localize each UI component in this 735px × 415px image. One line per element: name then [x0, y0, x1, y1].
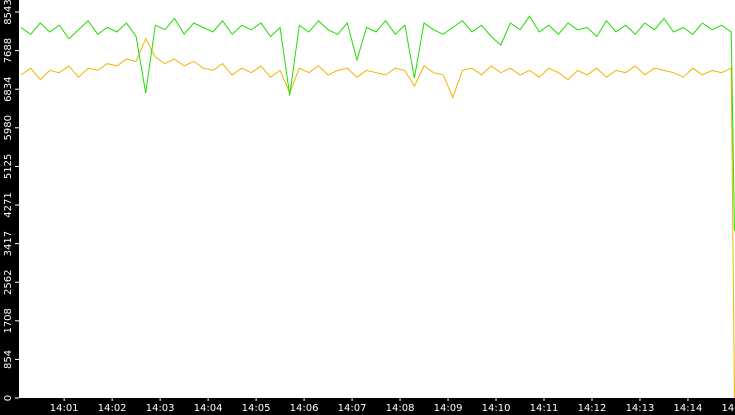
- x-tick-label: 14:05: [242, 403, 271, 414]
- y-tick-label: 6834: [3, 76, 14, 101]
- x-tick-label: 14:01: [50, 403, 79, 414]
- x-tick-label: 14:09: [434, 403, 463, 414]
- y-tick-label: 8543: [3, 0, 14, 25]
- x-tick-label: 14:02: [98, 403, 127, 414]
- series-line: [20, 37, 735, 399]
- x-tick-label: 14:04: [194, 403, 223, 414]
- y-tick-label: 3417: [3, 231, 14, 256]
- x-tick-label: 14:06: [290, 403, 319, 414]
- y-axis-band: [0, 0, 19, 415]
- y-tick-label: 2562: [3, 270, 14, 295]
- y-tick-label: 5125: [3, 154, 14, 179]
- y-tick-label: 7688: [3, 38, 14, 63]
- x-tick-label: 14:07: [338, 403, 367, 414]
- y-tick-label: 854: [3, 350, 14, 369]
- x-tick-label: 14:14: [674, 403, 703, 414]
- y-tick-label: 0: [3, 395, 14, 401]
- x-axis-band: [0, 398, 735, 415]
- series-line: [20, 15, 735, 231]
- x-tick-label: 14:11: [530, 403, 559, 414]
- x-tick-label: 14:15: [722, 403, 735, 414]
- x-tick-label: 14:12: [578, 403, 607, 414]
- x-tick-label: 14:10: [482, 403, 511, 414]
- x-tick-label: 14:13: [626, 403, 655, 414]
- y-tick-label: 1708: [3, 308, 14, 333]
- x-tick-label: 14:03: [146, 403, 175, 414]
- x-tick-label: 14:08: [386, 403, 415, 414]
- y-tick-label: 5980: [3, 115, 14, 140]
- y-tick-label: 4271: [3, 192, 14, 217]
